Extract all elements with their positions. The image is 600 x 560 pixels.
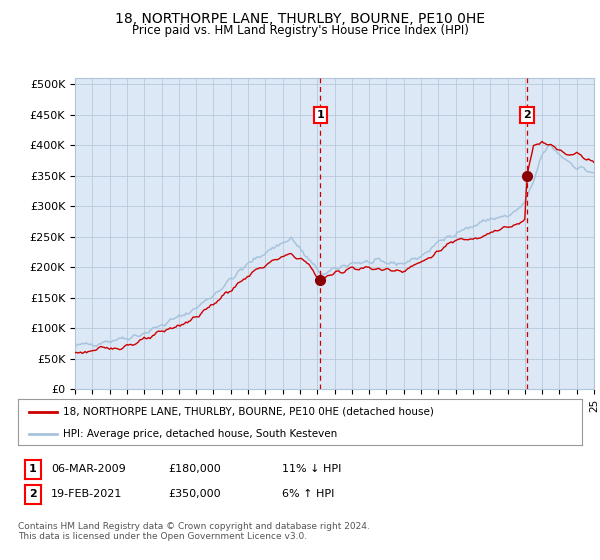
- Text: 06-MAR-2009: 06-MAR-2009: [51, 464, 126, 474]
- Text: 1: 1: [316, 110, 324, 120]
- Text: 1: 1: [29, 464, 37, 474]
- Text: 19-FEB-2021: 19-FEB-2021: [51, 489, 122, 500]
- Text: £180,000: £180,000: [168, 464, 221, 474]
- Text: Contains HM Land Registry data © Crown copyright and database right 2024.
This d: Contains HM Land Registry data © Crown c…: [18, 522, 370, 542]
- Text: £350,000: £350,000: [168, 489, 221, 500]
- Text: Price paid vs. HM Land Registry's House Price Index (HPI): Price paid vs. HM Land Registry's House …: [131, 24, 469, 36]
- Text: 18, NORTHORPE LANE, THURLBY, BOURNE, PE10 0HE: 18, NORTHORPE LANE, THURLBY, BOURNE, PE1…: [115, 12, 485, 26]
- Text: 2: 2: [29, 489, 37, 500]
- Text: 18, NORTHORPE LANE, THURLBY, BOURNE, PE10 0HE (detached house): 18, NORTHORPE LANE, THURLBY, BOURNE, PE1…: [63, 407, 434, 417]
- Text: 11% ↓ HPI: 11% ↓ HPI: [282, 464, 341, 474]
- Text: 2: 2: [523, 110, 531, 120]
- Text: HPI: Average price, detached house, South Kesteven: HPI: Average price, detached house, Sout…: [63, 429, 337, 438]
- Text: 6% ↑ HPI: 6% ↑ HPI: [282, 489, 334, 500]
